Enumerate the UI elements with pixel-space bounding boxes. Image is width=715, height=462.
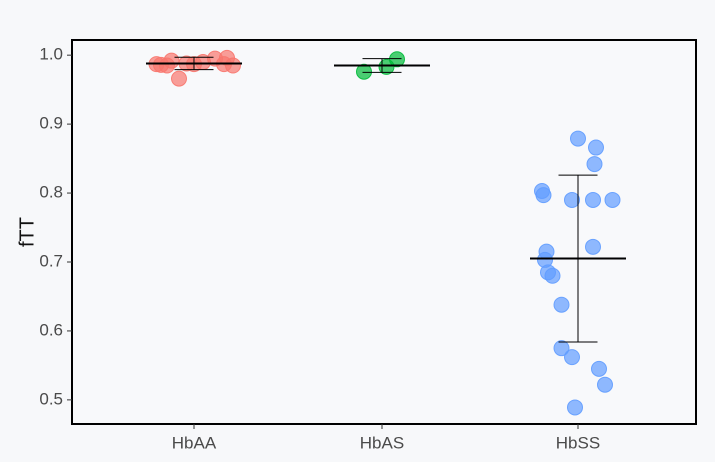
x-tick-label: HbAS (360, 433, 404, 452)
data-point (544, 267, 561, 284)
data-point (535, 187, 552, 204)
data-point (171, 70, 187, 87)
y-tick-label: 0.7 (39, 251, 63, 270)
data-point (567, 399, 583, 416)
mean-error-bars (146, 56, 626, 343)
data-point (553, 340, 570, 357)
data-points (148, 49, 621, 416)
y-axis: 0.5 0.6 0.7 0.8 0.9 1.0 (39, 45, 72, 408)
y-tick-label: 0.5 (39, 389, 63, 408)
y-tick-label: 0.6 (39, 320, 63, 339)
plot-panel (71, 39, 697, 425)
data-point (591, 360, 607, 377)
data-point (585, 238, 601, 255)
y-tick-label: 0.8 (39, 183, 63, 202)
data-point (356, 63, 372, 80)
data-point (570, 130, 586, 147)
data-point (564, 191, 580, 208)
data-point (586, 156, 603, 173)
data-point (588, 139, 604, 156)
x-axis: HbAA HbAS HbSS (172, 424, 600, 452)
data-point (553, 296, 570, 313)
data-point (597, 376, 613, 393)
x-tick-label: HbAA (172, 433, 217, 452)
data-point (564, 349, 580, 366)
data-point (604, 191, 621, 208)
data-point (538, 243, 555, 260)
y-tick-label: 1.0 (39, 45, 63, 64)
data-point (225, 57, 241, 74)
data-point (163, 52, 180, 69)
data-point (389, 51, 405, 68)
y-tick-label: 0.9 (39, 114, 63, 133)
y-axis-title: fTT (16, 217, 38, 247)
data-point (585, 191, 601, 208)
x-tick-label: HbSS (556, 433, 600, 452)
